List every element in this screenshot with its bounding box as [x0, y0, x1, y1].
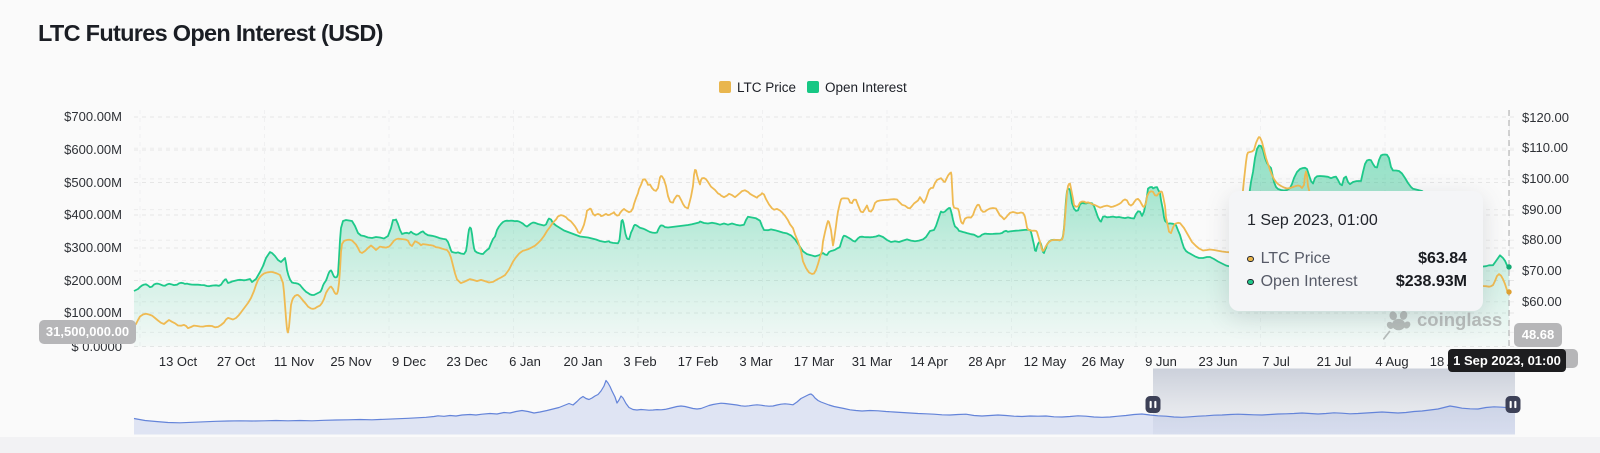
svg-text:coinglass: coinglass — [1417, 309, 1502, 330]
